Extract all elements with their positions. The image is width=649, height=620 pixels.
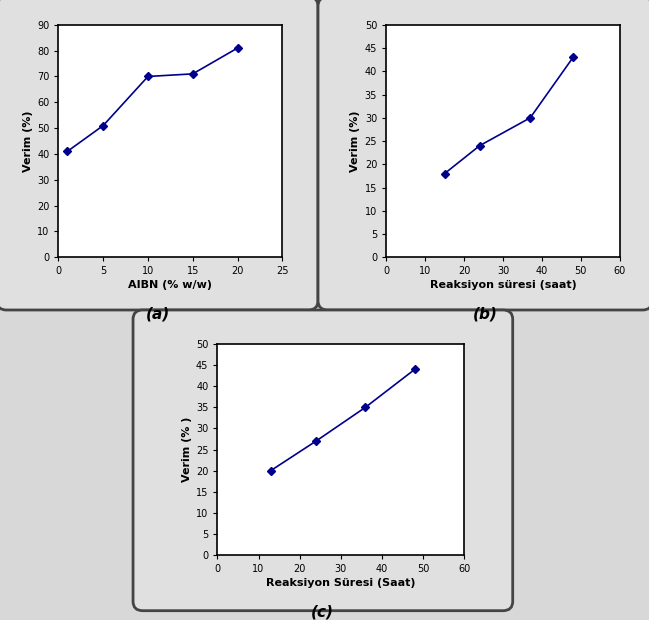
X-axis label: AIBN (% w/w): AIBN (% w/w) bbox=[129, 280, 212, 291]
X-axis label: Reaksiyon Süresi (Saat): Reaksiyon Süresi (Saat) bbox=[266, 578, 415, 588]
Y-axis label: Verim (% ): Verim (% ) bbox=[182, 417, 191, 482]
Y-axis label: Verim (%): Verim (%) bbox=[23, 110, 33, 172]
Text: (b): (b) bbox=[473, 307, 498, 322]
X-axis label: Reaksiyon süresi (saat): Reaksiyon süresi (saat) bbox=[430, 280, 576, 291]
Text: (a): (a) bbox=[145, 307, 170, 322]
Text: (c): (c) bbox=[311, 604, 334, 619]
Y-axis label: Verim (%): Verim (%) bbox=[350, 110, 360, 172]
